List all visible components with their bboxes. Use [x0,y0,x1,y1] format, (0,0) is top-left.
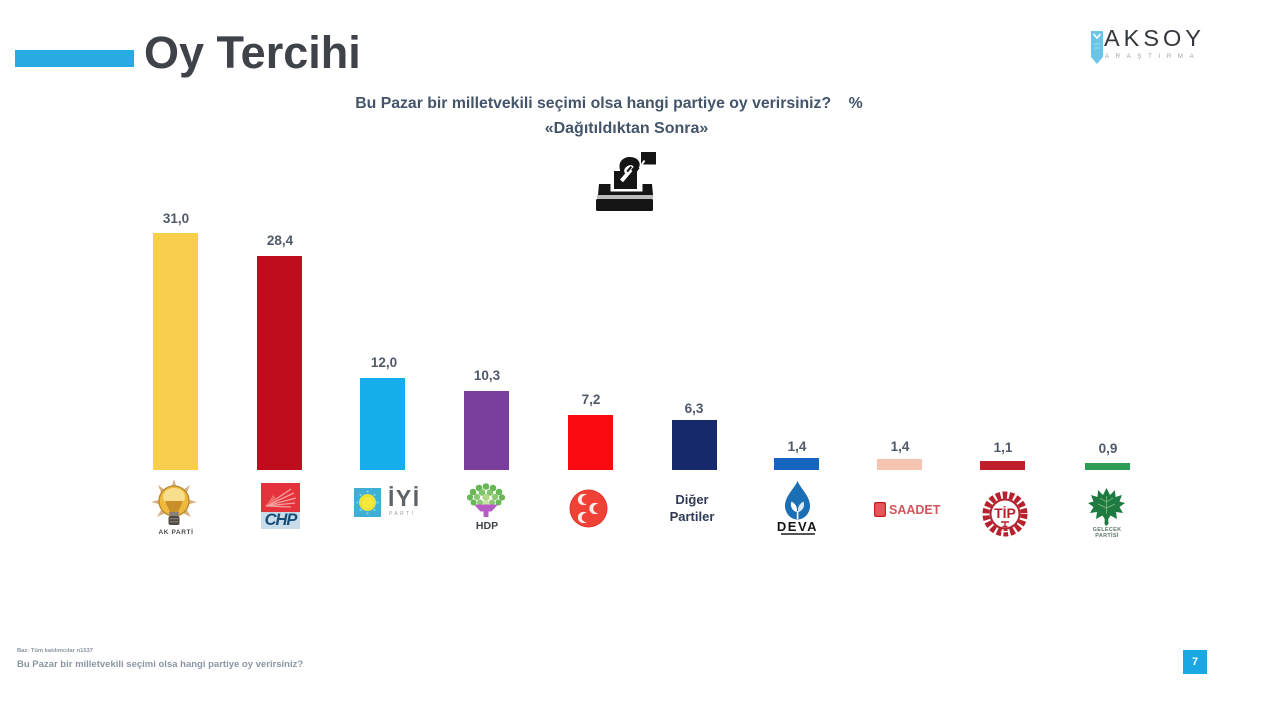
svg-text:TİP: TİP [994,505,1016,521]
